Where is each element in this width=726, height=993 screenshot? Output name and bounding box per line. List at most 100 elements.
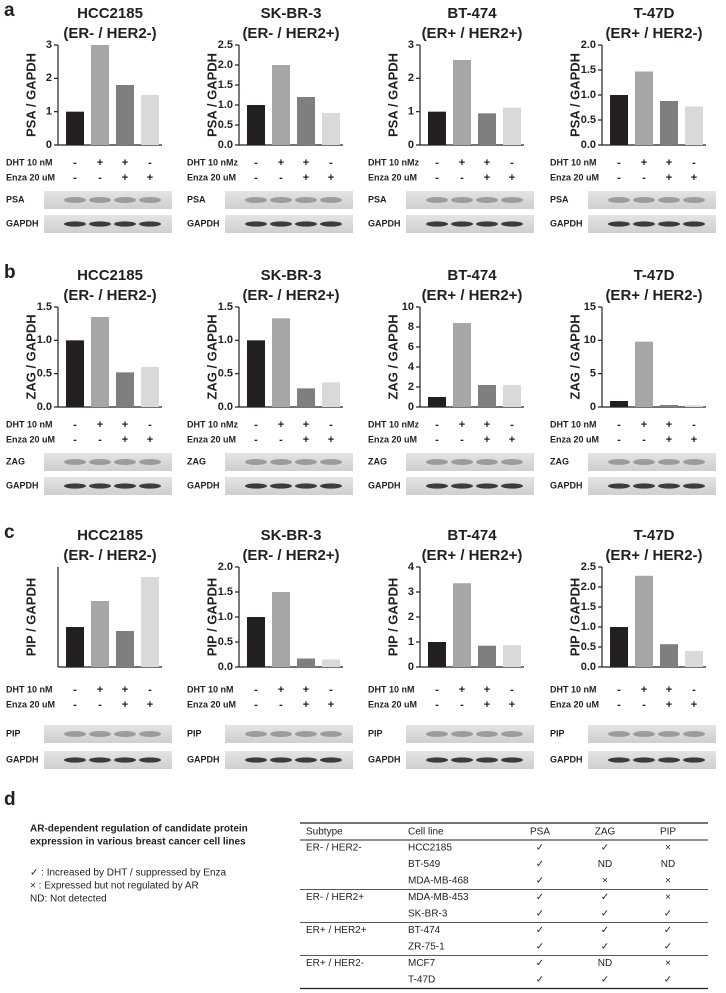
treatment-sign: + xyxy=(691,434,697,446)
treatment-sign: - xyxy=(98,434,102,446)
blot-label: GAPDH xyxy=(368,218,401,228)
bar xyxy=(91,317,109,407)
table-cell: × xyxy=(665,843,671,854)
table-cell: ✓ xyxy=(664,975,672,986)
y-tick-label: 3 xyxy=(408,586,414,598)
y-tick-label: 0.0 xyxy=(37,401,52,413)
treatment-sign: + xyxy=(666,157,672,169)
table-header: ZAG xyxy=(595,827,616,838)
table-cell: ✓ xyxy=(601,925,609,936)
treatment-label: Enza 20 uM xyxy=(187,434,236,444)
chart-title: HCC2185 xyxy=(77,527,143,544)
table-cell: T-47D xyxy=(408,975,435,986)
table-cell: ✓ xyxy=(536,859,544,870)
y-tick-label: 6 xyxy=(408,341,414,353)
panel-label: c xyxy=(4,522,15,543)
chart-title: SK-BR-3 xyxy=(261,5,322,22)
blot-label: GAPDH xyxy=(550,218,583,228)
blot-band xyxy=(64,757,86,763)
blot-band xyxy=(658,483,680,489)
blot-label: GAPDH xyxy=(6,218,39,228)
blot-label: ZAG xyxy=(368,456,387,466)
treatment-sign: - xyxy=(510,684,514,696)
treatment-sign: + xyxy=(666,172,672,184)
table-cell: ✓ xyxy=(601,892,609,903)
bar xyxy=(272,65,290,145)
blot-band xyxy=(426,197,448,203)
blot-band xyxy=(501,757,523,763)
table-cell: ND xyxy=(598,859,612,870)
treatment-sign: - xyxy=(617,434,621,446)
table-cell: MDA-MB-468 xyxy=(408,876,469,887)
y-tick-label: 0 xyxy=(408,139,414,151)
table-cell: ND xyxy=(661,859,675,870)
treatment-label: DHT 10 nM xyxy=(368,684,415,694)
bar xyxy=(503,107,521,145)
bar xyxy=(141,367,159,407)
treatment-sign: + xyxy=(97,419,103,431)
blot-label: PSA xyxy=(368,194,387,204)
treatment-label: DHT 10 nM xyxy=(550,157,597,167)
chart-title: BT-474 xyxy=(447,527,497,544)
treatment-label: DHT 10 nMz xyxy=(368,157,420,167)
blot-band xyxy=(245,221,267,227)
y-tick-label: 0.5 xyxy=(581,114,596,126)
blot-band xyxy=(139,757,161,763)
treatment-sign: - xyxy=(73,434,77,446)
y-tick-label: 3 xyxy=(408,39,414,51)
y-tick-label: 0 xyxy=(46,139,52,151)
y-tick-label: 0 xyxy=(408,401,414,413)
table-cell: ✓ xyxy=(536,925,544,936)
y-tick-label: 0.5 xyxy=(218,119,233,131)
blot-band xyxy=(501,459,523,465)
y-tick-label: 1.5 xyxy=(218,79,233,91)
table-subtype: ER+ / HER2- xyxy=(306,958,364,969)
treatment-sign: - xyxy=(617,157,621,169)
y-axis-label: PSA / GAPDH xyxy=(567,53,582,137)
blot-band xyxy=(295,197,317,203)
treatment-label: Enza 20 uM xyxy=(187,172,236,182)
y-tick-label: 1.5 xyxy=(37,301,52,313)
blot-band xyxy=(633,757,655,763)
bar xyxy=(322,382,340,407)
table-cell: MDA-MB-453 xyxy=(408,892,469,903)
treatment-sign: - xyxy=(617,699,621,711)
y-tick-label: 4 xyxy=(408,361,415,373)
treatment-sign: + xyxy=(509,172,515,184)
bar xyxy=(453,323,471,407)
blot-band xyxy=(270,757,292,763)
y-axis-label: ZAG / GAPDH xyxy=(204,314,219,399)
treatment-sign: - xyxy=(279,434,283,446)
blot-band xyxy=(64,459,86,465)
blot-band xyxy=(658,221,680,227)
chart-title: SK-BR-3 xyxy=(261,527,322,544)
bar xyxy=(478,113,496,145)
blot-band xyxy=(139,221,161,227)
legend-entry: ND: Not detected xyxy=(30,894,107,905)
bar xyxy=(660,644,678,667)
blot-band xyxy=(139,483,161,489)
treatment-sign: - xyxy=(460,699,464,711)
blot-band xyxy=(270,459,292,465)
bar xyxy=(116,372,134,407)
treatment-sign: + xyxy=(97,157,103,169)
chart-title: BT-474 xyxy=(447,5,497,22)
table-cell: HCC2185 xyxy=(408,843,452,854)
bar xyxy=(297,97,315,145)
treatment-sign: + xyxy=(666,684,672,696)
treatment-sign: + xyxy=(484,684,490,696)
chart-subtitle: (ER- / HER2+) xyxy=(242,287,339,304)
bar xyxy=(116,85,134,145)
treatment-label: Enza 20 uM xyxy=(187,699,236,709)
chart-subtitle: (ER- / HER2-) xyxy=(63,25,156,42)
y-tick-label: 2.0 xyxy=(581,581,596,593)
y-tick-label: 3 xyxy=(46,39,52,51)
blot-band xyxy=(295,459,317,465)
treatment-sign: + xyxy=(509,699,515,711)
y-tick-label: 1.5 xyxy=(581,601,596,613)
bar xyxy=(66,627,84,667)
blot-band xyxy=(683,197,705,203)
bar xyxy=(141,577,159,667)
treatment-sign: + xyxy=(278,419,284,431)
